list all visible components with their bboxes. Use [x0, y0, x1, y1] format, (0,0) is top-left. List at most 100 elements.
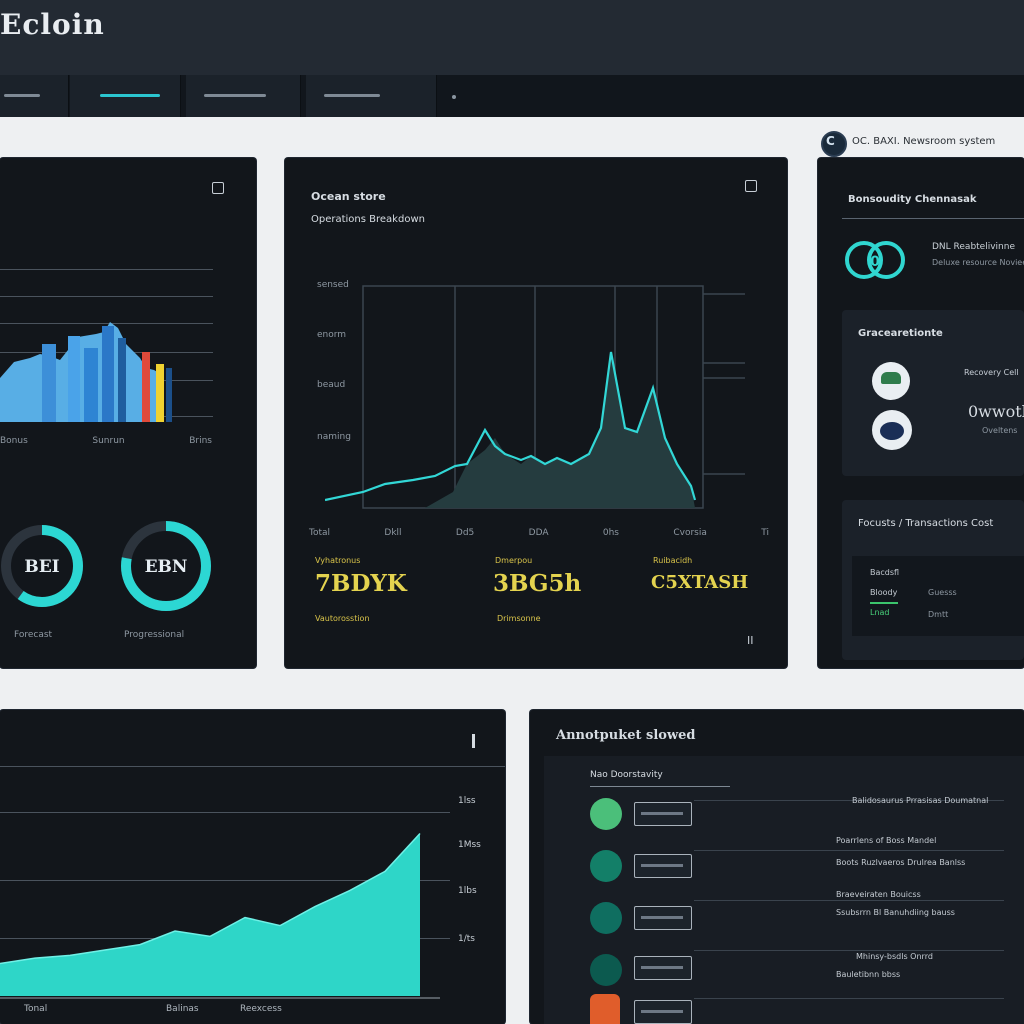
gridline	[0, 766, 505, 767]
link-logo-icon: 0	[845, 241, 905, 279]
header-status-text: OC. BAXI. Newsroom system	[852, 136, 996, 147]
expand-icon[interactable]	[212, 182, 224, 194]
list-item-title[interactable]: Balidosaurus Prrasisas Doumatnal	[852, 796, 989, 805]
y-tick: enorm	[317, 330, 347, 340]
stat-label: Ruibacidh	[653, 556, 693, 565]
list-item-sub: Boots Ruzlvaeros Drulrea Banlss	[836, 858, 966, 867]
stat-value: 3BG5h	[493, 570, 582, 597]
list-item-icon[interactable]	[590, 994, 620, 1024]
divider	[694, 850, 1004, 851]
user-avatar[interactable]	[821, 131, 847, 157]
x-tick: Tonal	[24, 1004, 48, 1014]
mini-row-bar	[870, 602, 898, 604]
x-tick: Total	[309, 528, 331, 538]
x-tick: Reexcess	[240, 1004, 282, 1014]
line-chart	[325, 285, 745, 509]
bar	[166, 368, 172, 422]
status-avatar-1-mark	[881, 372, 901, 384]
bar-axis-label: Brins	[189, 436, 212, 446]
list-item-icon[interactable]	[590, 850, 622, 882]
card-value: 0wwoth	[968, 402, 1024, 421]
list-header: Nao Doorstavity	[590, 770, 663, 780]
donut-value: BEI	[24, 557, 59, 577]
y-tick: naming	[317, 432, 351, 442]
mini-table	[852, 556, 1024, 636]
panel-subtitle: Operations Breakdown	[311, 214, 425, 225]
panel-menu-icon[interactable]	[472, 734, 475, 748]
x-tick: Dkll	[384, 528, 402, 538]
bar	[42, 344, 56, 422]
list-item-thumb	[634, 956, 692, 980]
list-item-title[interactable]: Mhinsy-bsdls Onrrd	[856, 952, 933, 961]
mini-row-label: Bloody	[870, 588, 898, 597]
expand-icon[interactable]	[745, 180, 757, 192]
gridline	[0, 323, 213, 324]
nav-more-icon[interactable]	[452, 95, 456, 99]
bar	[68, 336, 80, 422]
x-tick: Dd5	[455, 528, 475, 538]
gridline	[0, 880, 450, 881]
list-item-thumb	[634, 802, 692, 826]
stat-sub: Vautorosstion	[315, 614, 370, 623]
y-tick: beaud	[317, 380, 346, 390]
mini-row-value: Dmtt	[928, 610, 949, 619]
y-tick: 1lbs	[458, 886, 477, 896]
nav-tab-indicator	[4, 94, 40, 97]
area-chart-panel: 1lss 1Mss 1lbs 1/ts Tonal Balinas Reexce…	[0, 710, 505, 1024]
gridline	[0, 296, 213, 297]
top-bar	[0, 0, 1024, 75]
divider	[590, 786, 730, 787]
card-value-sub: Oveltens	[982, 426, 1018, 435]
list-panel: Annotpuket slowed Nao Doorstavity Balido…	[530, 710, 1024, 1024]
nav-tab-4[interactable]	[306, 75, 437, 117]
list-item-title[interactable]: Poarrlens of Boss Mandel	[836, 836, 937, 845]
mini-row-label: Lnad	[870, 608, 890, 617]
app-logo[interactable]: Ecloin	[0, 8, 105, 41]
area-chart	[0, 832, 440, 999]
nav-tab-indicator	[100, 94, 160, 97]
area-series	[0, 833, 420, 996]
svg-text:0: 0	[870, 254, 880, 270]
list-item-thumb	[634, 1000, 692, 1024]
bar-axis-label: Sunrun	[92, 436, 125, 446]
nav-tab-2[interactable]	[70, 75, 181, 117]
list-item-icon[interactable]	[590, 798, 622, 830]
list-item-sub: Ssubsrrn Bl Banuhdiing bauss	[836, 908, 955, 917]
status-card: Gracearetionte Recovery Cell 0wwoth Ovel…	[842, 310, 1024, 476]
divider	[694, 800, 1004, 801]
bar-axis-label: Bonus	[0, 436, 28, 446]
y-tick: 1lss	[458, 796, 476, 806]
transactions-card: Focusts / Transactions Cost Bacdsfl Bloo…	[842, 500, 1024, 660]
divider	[842, 218, 1024, 219]
card-title: Gracearetionte	[858, 328, 943, 339]
gridline	[0, 812, 450, 813]
bar	[102, 326, 114, 422]
profile-name: DNL Reabtelivinne	[932, 242, 1015, 252]
donut-caption: Forecast	[14, 630, 53, 640]
y-tick: 1Mss	[458, 840, 481, 850]
gridline	[0, 269, 213, 270]
nav-tab-indicator	[324, 94, 380, 97]
donut-chart-2: EBN	[121, 521, 211, 611]
x-tick: DDA	[528, 528, 549, 538]
divider	[694, 998, 1004, 999]
donut-value: EBN	[145, 557, 188, 577]
nav-bar	[0, 75, 1024, 117]
x-tick: 0hs	[602, 528, 619, 538]
divider	[694, 950, 1004, 951]
list-item-icon[interactable]	[590, 954, 622, 986]
avatar-initial: C	[826, 134, 835, 148]
nav-tab-3[interactable]	[186, 75, 301, 117]
bar	[118, 338, 126, 422]
profile-sub: Deluxe resource Noviee	[932, 258, 1024, 267]
bar-chart	[0, 322, 172, 422]
nav-tab-1[interactable]	[0, 75, 69, 117]
list-item-title[interactable]: Braeveiraten Bouicss	[836, 890, 921, 899]
panel-title: Annotpuket slowed	[556, 728, 696, 743]
status-avatar-2-mark	[880, 422, 904, 440]
list-item-icon[interactable]	[590, 902, 622, 934]
bar	[84, 348, 98, 422]
panel-footer-icon[interactable]: II	[747, 634, 754, 647]
x-tick: Ti	[761, 528, 769, 538]
mini-row-label: Bacdsfl	[870, 568, 900, 577]
